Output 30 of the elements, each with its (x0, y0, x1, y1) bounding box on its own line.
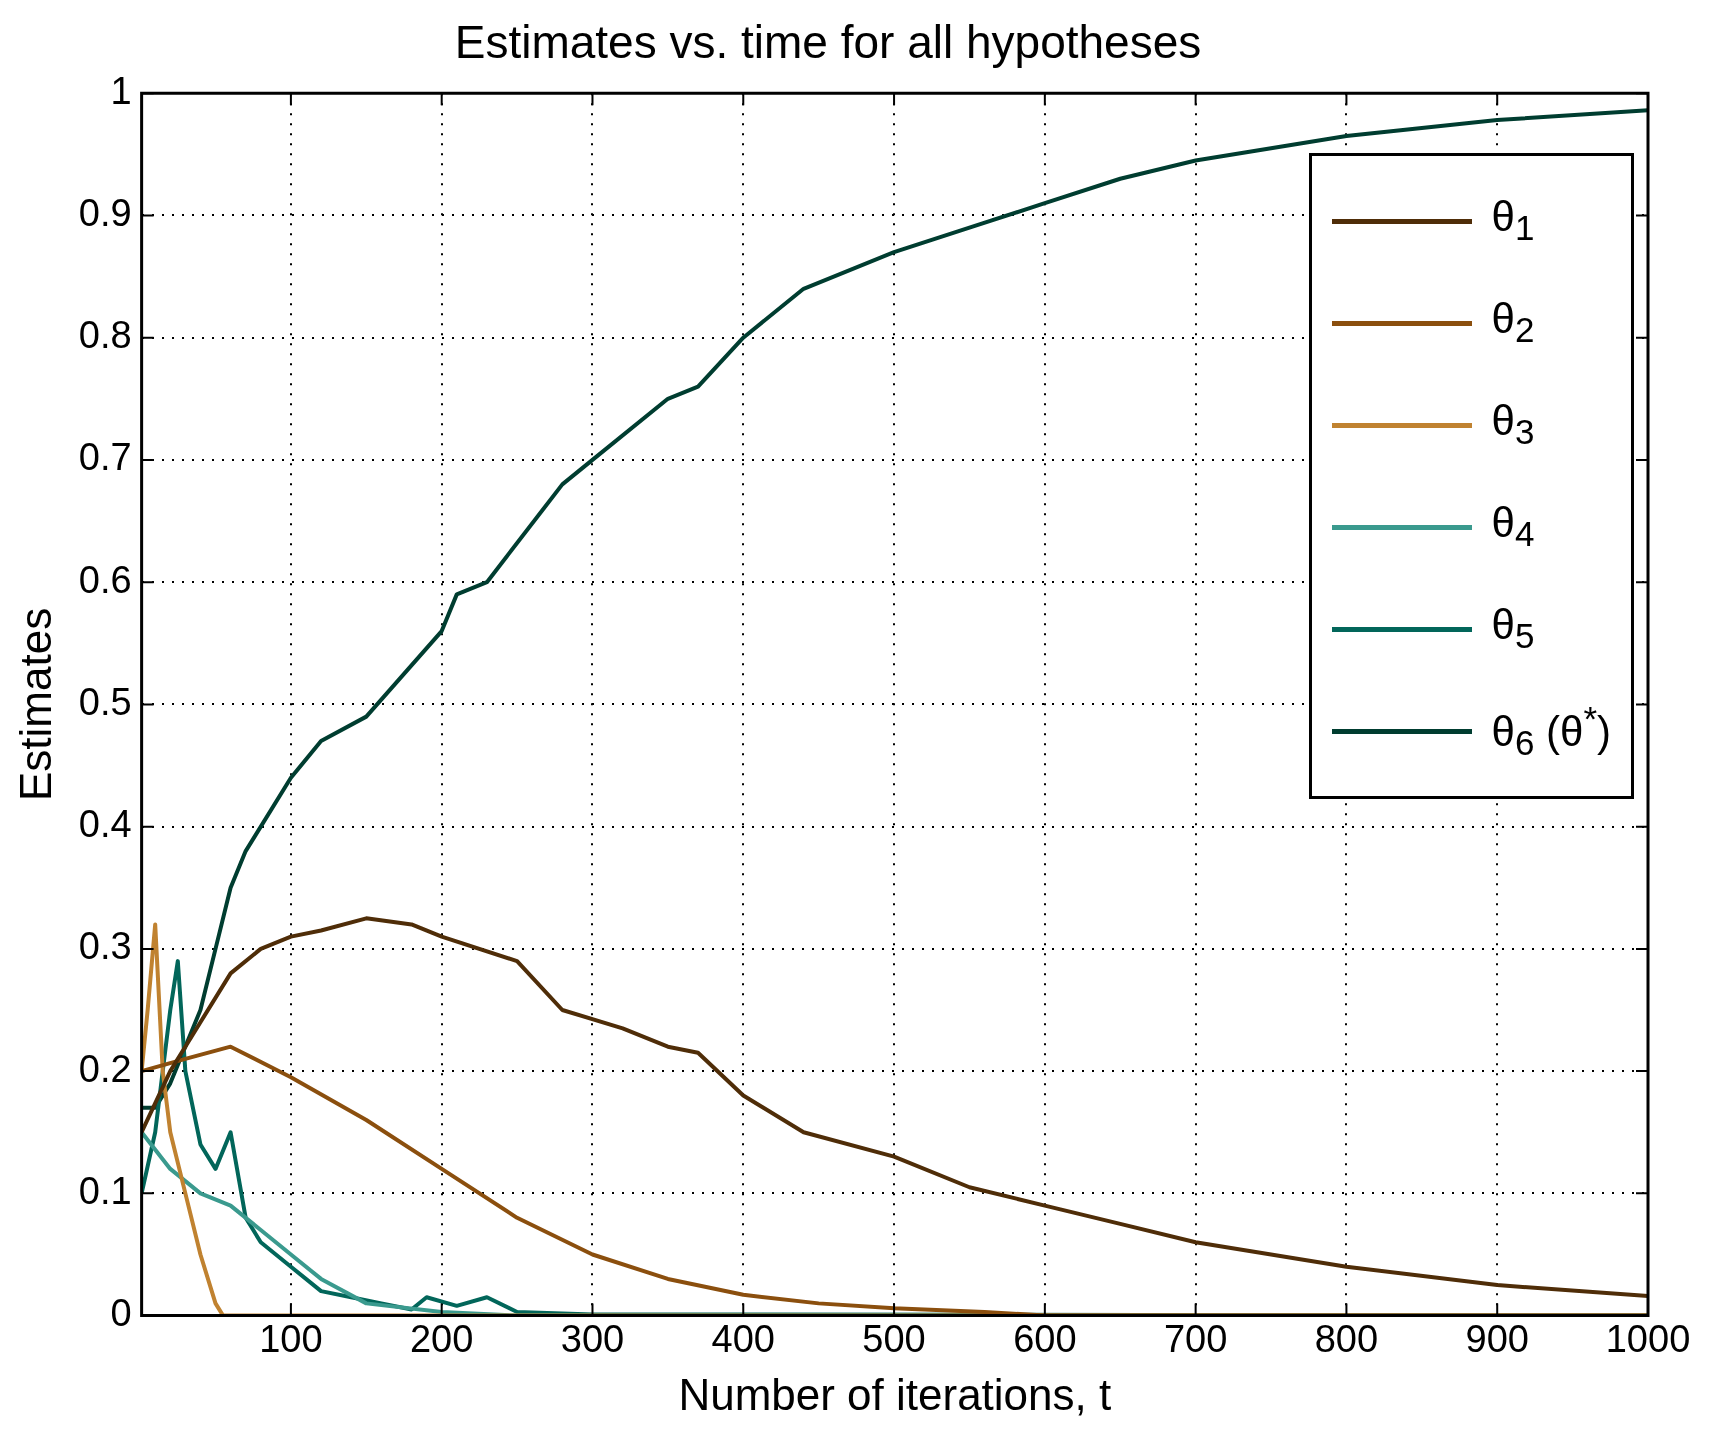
legend-label: θ$_{2}$ (1491, 295, 1535, 351)
legend-label: θ$_{5}$ (1491, 601, 1535, 657)
x-tick-label: 400 (711, 1317, 775, 1360)
x-tick-label: 800 (1314, 1317, 1379, 1360)
x-tick-label: 200 (409, 1317, 474, 1360)
x-tick-label: 700 (1163, 1317, 1228, 1360)
x-tick-label: 500 (862, 1317, 926, 1360)
y-tick-label: 0 (110, 1292, 132, 1335)
legend-label: θ$_{3}$ (1491, 397, 1535, 453)
y-axis-title: Estimates (10, 607, 60, 801)
y-tick-label: 0.8 (78, 314, 132, 357)
y-tick-label: 0.7 (78, 436, 132, 479)
x-tick-label: 100 (259, 1317, 323, 1360)
y-tick-label: 0.5 (78, 680, 132, 723)
legend-label: θ$_{1}$ (1491, 193, 1535, 249)
legend-label: θ$_{4}$ (1491, 499, 1535, 555)
y-tick-label: 0.2 (78, 1047, 132, 1090)
x-tick-label: 600 (1013, 1317, 1077, 1360)
y-tick-label: 0.1 (78, 1169, 132, 1212)
legend-label: θ$_{6}$ (θ$^{*}$) (1491, 698, 1611, 764)
y-tick-label: 0.3 (78, 925, 132, 968)
x-tick-label: 300 (560, 1317, 625, 1360)
y-tick-label: 0.9 (78, 191, 132, 234)
x-axis-title: Number of iterations, t (678, 1369, 1112, 1419)
x-tick-label: 900 (1465, 1317, 1529, 1360)
y-tick-label: 1 (110, 69, 132, 112)
y-tick-label: 0.6 (78, 558, 132, 601)
y-tick-label: 0.4 (78, 803, 132, 846)
x-tick-label: 1000 (1605, 1317, 1691, 1360)
chart-title: Estimates vs. time for all hypotheses (454, 16, 1202, 69)
